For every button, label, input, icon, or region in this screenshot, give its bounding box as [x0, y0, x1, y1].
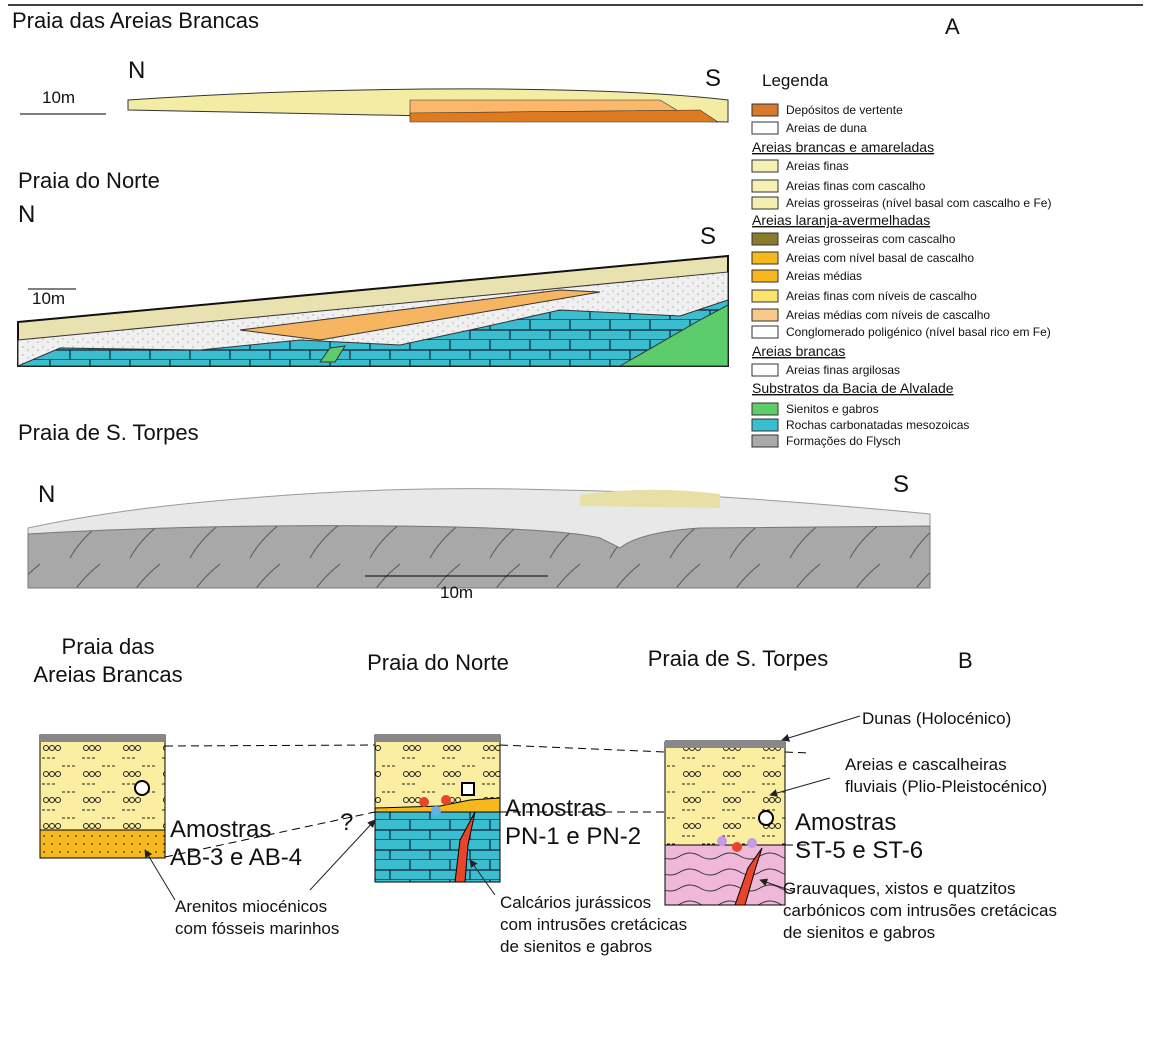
- legend-swatch: [752, 233, 778, 245]
- label-line: Amostras: [795, 809, 896, 836]
- label-line: Arenitos miocénicos: [175, 897, 327, 916]
- label-line: AB-3 e AB-4: [170, 844, 302, 871]
- label-line: Grauvaques, xistos e quatzitos: [783, 879, 1015, 898]
- column-log: [375, 734, 500, 882]
- legend-swatch: [752, 364, 778, 376]
- legend-swatch: [752, 160, 778, 172]
- label-line: Praia das: [62, 634, 155, 659]
- north: N: [18, 201, 35, 228]
- section-title: Praia de S. Torpes: [18, 420, 199, 445]
- label-line: Areias Brancas: [33, 662, 182, 687]
- label-line: com intrusões cretácicas: [500, 915, 687, 934]
- legend-title: Legenda: [762, 71, 829, 90]
- legend: Depósitos de vertente Areias de duna Areia…: [752, 103, 1051, 448]
- legend-label: Rochas carbonatadas mesozoicas: [786, 418, 969, 432]
- legend-swatch: [752, 180, 778, 192]
- section-profile: [128, 89, 728, 122]
- legend-label: Formações do Flysch: [786, 434, 901, 448]
- label-line: Dunas (Holocénico): [862, 709, 1011, 728]
- label-line: Calcários jurássicos: [500, 893, 651, 912]
- south: S: [700, 223, 716, 250]
- scale-label: 10m: [440, 583, 473, 602]
- label-line: fluviais (Plio-Pleistocénico): [845, 777, 1047, 796]
- legend-swatch: [752, 435, 778, 447]
- legend-swatch: [752, 270, 778, 282]
- label-line: Praia do Norte: [367, 650, 509, 675]
- legend-label: Sienitos e gabros: [786, 402, 879, 416]
- uncertain-mark: ?: [340, 809, 353, 836]
- section-profile: [18, 256, 728, 366]
- legend-label: Areias médias com níveis de cascalho: [786, 308, 990, 322]
- legend-swatch: [752, 104, 778, 116]
- legend-label: Areias com nível basal de cascalho: [786, 251, 974, 265]
- label-line: Amostras: [170, 816, 271, 843]
- label-line: PN-1 e PN-2: [505, 823, 641, 850]
- north: N: [38, 481, 55, 508]
- legend-swatch: [752, 122, 778, 134]
- section-title: Praia das Areias Brancas: [12, 8, 259, 33]
- south: S: [705, 65, 721, 92]
- column-log: [40, 734, 165, 858]
- scale-label: 10m: [32, 289, 65, 308]
- legend-swatch: [752, 252, 778, 264]
- legend-label: Areias médias: [786, 269, 862, 283]
- label-line: Praia de S. Torpes: [648, 646, 829, 671]
- legend-swatch: [752, 309, 778, 321]
- legend-swatch: [752, 419, 778, 431]
- legend-label: Areias grosseiras com cascalho: [786, 232, 956, 246]
- legend-swatch: [752, 403, 778, 415]
- legend-heading: Areias brancas e amareladas: [752, 139, 934, 155]
- panel-label: B: [958, 648, 973, 673]
- legend-label: Areias de duna: [786, 121, 867, 135]
- legend-label: Areias finas: [786, 159, 849, 173]
- label-line: Amostras: [505, 795, 606, 822]
- legend-swatch: [752, 197, 778, 209]
- north: N: [128, 57, 145, 84]
- south: S: [893, 471, 909, 498]
- section-title: Praia do Norte: [18, 168, 160, 193]
- label-line: de sienitos e gabros: [500, 937, 652, 956]
- label-line: com fósseis marinhos: [175, 919, 339, 938]
- legend-heading: Areias laranja-avermelhadas: [752, 212, 930, 228]
- label-line: Areias e cascalheiras: [845, 755, 1007, 774]
- panel-b-text: Praia das Areias Brancas Praia do Norte Pra…: [33, 634, 1057, 956]
- legend-label: Depósitos de vertente: [786, 103, 903, 117]
- panel-label: A: [945, 14, 960, 39]
- section-profile: [28, 489, 930, 588]
- legend-label: Conglomerado poligénico (nível basal ric…: [786, 325, 1051, 339]
- legend-heading: Substratos da Bacia de Alvalade: [752, 380, 954, 396]
- label-line: carbónicos com intrusões cretácicas: [783, 901, 1057, 920]
- legend-label: Areias grosseiras (nível basal com casca…: [786, 196, 1051, 210]
- label-line: de sienitos e gabros: [783, 923, 935, 942]
- legend-label: Areias finas argilosas: [786, 363, 900, 377]
- legend-swatch: [752, 326, 778, 338]
- legend-label: Areias finas com cascalho: [786, 179, 926, 193]
- legend-swatch: [752, 290, 778, 302]
- label-line: ST-5 e ST-6: [795, 837, 923, 864]
- page: A Praia das Areias Brancas N S 10m Praia…: [0, 0, 1153, 1052]
- scale-label: 10m: [42, 88, 75, 107]
- legend-label: Areias finas com níveis de cascalho: [786, 289, 977, 303]
- column-log: [665, 740, 785, 905]
- legend-heading: Areias brancas: [752, 343, 845, 359]
